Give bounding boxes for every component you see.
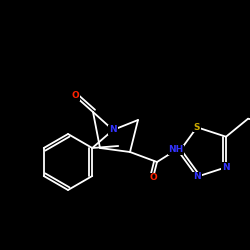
Text: N: N [193, 172, 201, 181]
Text: O: O [149, 174, 157, 182]
Text: N: N [109, 126, 117, 134]
Text: S: S [194, 123, 200, 132]
Text: NH: NH [168, 146, 184, 154]
Text: N: N [222, 163, 230, 172]
Text: O: O [71, 92, 79, 100]
